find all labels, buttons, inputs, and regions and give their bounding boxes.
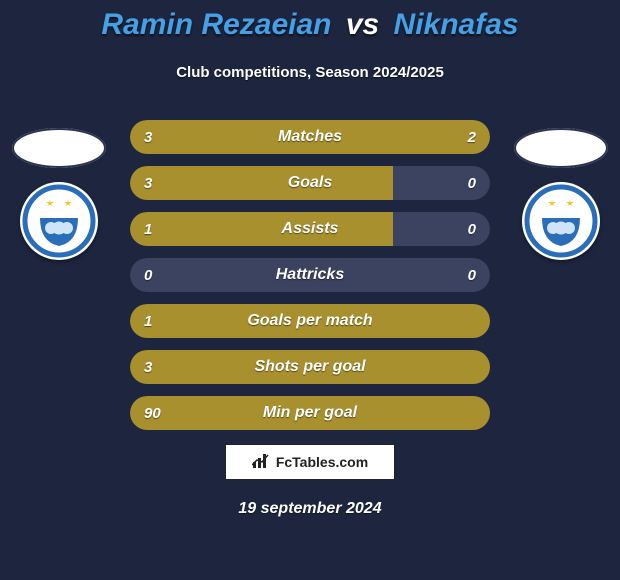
- stat-rows: 32Matches 30Goals 10Assists 00Hattricks 1Goa…: [130, 120, 490, 442]
- vs-label: vs: [346, 8, 379, 41]
- stat-row: 32Matches: [130, 120, 490, 154]
- date-text: 19 september 2024: [0, 500, 620, 518]
- stat-label: Goals per match: [130, 304, 490, 338]
- comparison-infographic: Ramin Rezaeian vs Niknafas Club competit…: [0, 0, 620, 580]
- club-badge-right: [522, 182, 600, 260]
- stat-row: 90Min per goal: [130, 396, 490, 430]
- player-a-name: Ramin Rezaeian: [101, 8, 331, 41]
- stat-row: 3Shots per goal: [130, 350, 490, 384]
- stat-label: Shots per goal: [130, 350, 490, 384]
- title: Ramin Rezaeian vs Niknafas: [0, 8, 620, 42]
- club-badge-left: [20, 182, 98, 260]
- stat-row: 00Hattricks: [130, 258, 490, 292]
- stat-row: 10Assists: [130, 212, 490, 246]
- stat-row: 1Goals per match: [130, 304, 490, 338]
- stat-label: Matches: [130, 120, 490, 154]
- stat-label: Hattricks: [130, 258, 490, 292]
- flag-right: [514, 128, 608, 168]
- stat-label: Min per goal: [130, 396, 490, 430]
- player-b-name: Niknafas: [394, 8, 519, 41]
- stat-row: 30Goals: [130, 166, 490, 200]
- branding-text: FcTables.com: [276, 454, 368, 470]
- subtitle: Club competitions, Season 2024/2025: [0, 64, 620, 81]
- flag-left: [12, 128, 106, 168]
- stat-label: Assists: [130, 212, 490, 246]
- bar-chart-icon: [252, 453, 270, 472]
- stat-label: Goals: [130, 166, 490, 200]
- branding-box: FcTables.com: [225, 444, 395, 480]
